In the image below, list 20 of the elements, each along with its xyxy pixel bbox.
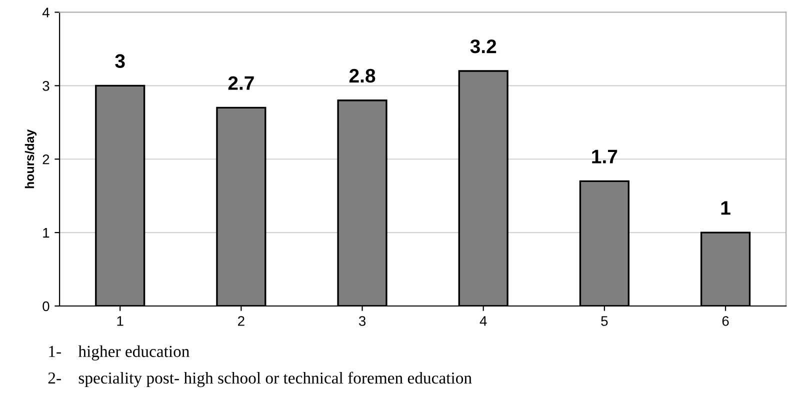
data-label: 2.7 (228, 76, 254, 90)
y-tick-label: 0 (42, 301, 50, 312)
y-axis-title: hours/day (24, 129, 37, 188)
text: 1- higher education (49, 345, 190, 360)
data-label: 1.7 (592, 150, 618, 164)
y-tick-label: 1 (43, 228, 50, 238)
data-label: 1 (721, 201, 730, 215)
x-tick-label: 1 (117, 316, 124, 326)
text: 2- speciality post- high school or technical foremen education (48, 372, 472, 388)
data-label: 3 (115, 54, 125, 68)
x-tick-label: 3 (358, 316, 366, 326)
y-tick-label: 4 (42, 8, 50, 18)
x-tick-label: 5 (601, 316, 608, 326)
y-tick-label: 2 (42, 154, 50, 164)
x-tick-label: 6 (722, 316, 729, 326)
x-tick-label: 4 (480, 316, 487, 326)
x-tick-label: 2 (238, 316, 244, 326)
data-label: 3.2 (470, 39, 496, 54)
data-label: 2.8 (349, 68, 376, 83)
y-tick-label: 3 (42, 81, 50, 91)
